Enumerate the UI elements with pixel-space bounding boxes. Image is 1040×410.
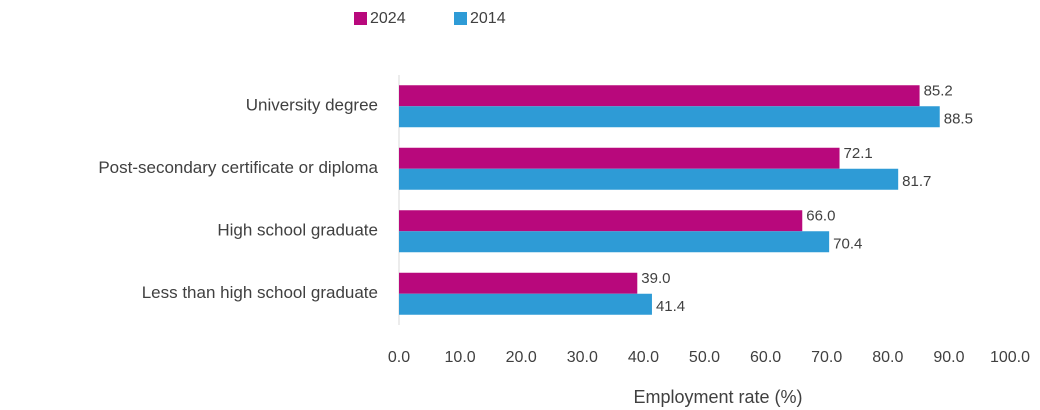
x-tick-label: 60.0 [750,349,781,366]
bar [399,272,638,294]
x-tick-label: 50.0 [689,349,720,366]
x-tick-label: 40.0 [628,349,659,366]
bar [399,85,920,107]
x-axis-title: Employment rate (%) [633,387,802,407]
x-tick-label: 80.0 [872,349,903,366]
x-tick-label: 30.0 [567,349,598,366]
x-tick-label: 20.0 [506,349,537,366]
value-label: 85.2 [924,83,953,100]
bar [399,210,803,232]
bar [399,231,830,253]
bar [399,147,840,169]
bar [399,106,940,128]
legend-swatch [454,12,467,25]
x-tick-label: 90.0 [933,349,964,366]
y-tick-label: Post-secondary certificate or diploma [98,158,378,177]
y-tick-label: High school graduate [217,221,378,240]
x-tick-label: 70.0 [811,349,842,366]
legend-label: 2024 [370,10,406,27]
legend-label: 2014 [470,10,506,27]
value-label: 41.4 [656,298,685,315]
value-label: 72.1 [844,145,873,162]
value-label: 39.0 [641,270,670,287]
x-tick-label: 100.0 [990,349,1030,366]
value-label: 70.4 [833,236,862,253]
x-tick-label: 10.0 [445,349,476,366]
value-label: 66.0 [806,208,835,225]
bar [399,293,652,315]
bar [399,168,899,190]
value-label: 88.5 [944,111,973,128]
value-label: 81.7 [902,173,931,190]
legend-swatch [354,12,367,25]
y-tick-label: University degree [246,96,378,115]
y-tick-label: Less than high school graduate [142,283,378,302]
x-tick-label: 0.0 [388,349,410,366]
